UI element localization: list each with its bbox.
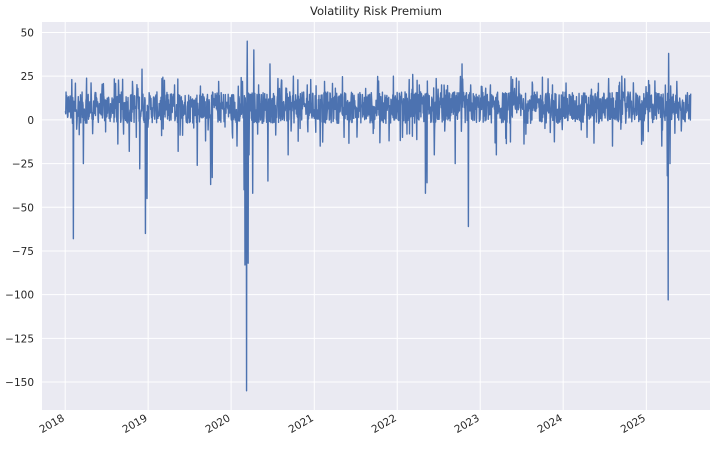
chart-title: Volatility Risk Premium [310,4,442,18]
y-tick-label: 0 [27,115,34,127]
y-tick-label: 50 [21,27,34,39]
y-tick-label: −125 [5,333,34,345]
y-tick-label: −50 [12,202,34,214]
series-line-layer [64,40,692,392]
y-tick-label: −100 [5,290,34,302]
y-tick-label: −150 [5,377,34,389]
y-axis: 50 25 0 −25 −50 −75 −100 −125 −150 [5,27,34,389]
y-tick-label: 25 [21,71,34,83]
gridlines [42,22,710,410]
y-tick-label: −25 [12,159,34,171]
series-line [64,40,692,392]
y-tick-label: −75 [12,246,34,258]
